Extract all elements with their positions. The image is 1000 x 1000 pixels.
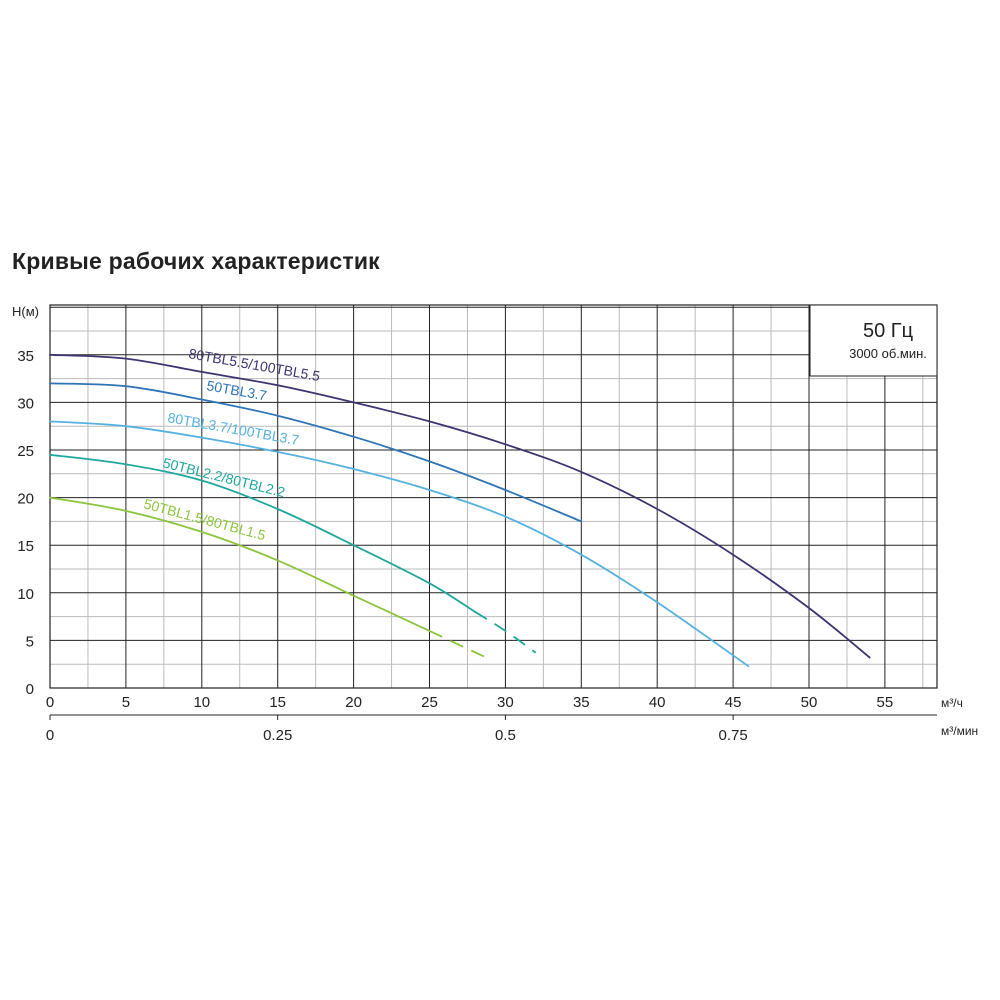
y-tick-label: 20 [17, 491, 34, 508]
secondary-x-tick-labels: 0 0.25 0.5 0.75 [46, 715, 748, 744]
x-tick-label: 45 [725, 694, 742, 711]
x-tick-labels: 0 5 10 15 20 25 30 35 40 45 50 55 [46, 694, 893, 711]
secondary-x-tick-label: 0.25 [263, 727, 292, 744]
major-gridlines [49, 304, 938, 689]
y-tick-label: 5 [26, 633, 34, 650]
x-tick-label: 0 [46, 694, 54, 711]
x-tick-label: 35 [573, 694, 590, 711]
curve-80TBL3.7/100TBL3.7 [49, 420, 750, 667]
y-tick-label: 10 [17, 586, 34, 603]
secondary-x-tick-label: 0.5 [495, 727, 516, 744]
x-tick-label: 10 [193, 694, 210, 711]
y-tick-label: 15 [17, 538, 34, 555]
plot-frame [49, 304, 938, 689]
secondary-x-axis-unit: м³/мин [941, 724, 978, 738]
curve-50TBL2.2/80TBL2.2 [49, 453, 476, 613]
minor-gridlines [50, 305, 937, 688]
frequency-label: 50 Гц [863, 320, 913, 342]
secondary-x-tick-label: 0 [46, 727, 54, 744]
info-box [809, 304, 938, 377]
speed-label: 3000 об.мин. [849, 346, 927, 361]
y-tick-label: 0 [26, 681, 34, 698]
x-axis-unit: м³/ч [941, 696, 963, 710]
x-tick-label: 20 [345, 694, 362, 711]
curves: 80TBL5.5/100TBL5.550TBL3.780TBL3.7/100TB… [49, 345, 871, 667]
curve-50TBL1.5/80TBL1.5 [49, 496, 431, 632]
y-tick-label: 25 [17, 443, 34, 460]
x-tick-label: 55 [877, 694, 894, 711]
curve-dashed-50TBL1.5/80TBL1.5 [429, 630, 491, 661]
y-axis-label: Н(м) [12, 304, 39, 319]
y-tick-label: 30 [17, 395, 34, 412]
curve-50TBL3.7 [49, 382, 583, 523]
curve-dashed-50TBL2.2/80TBL2.2 [474, 611, 537, 654]
x-tick-label: 25 [421, 694, 438, 711]
series-label: 50TBL2.2/80TBL2.2 [161, 454, 287, 500]
series-label: 80TBL3.7/100TBL3.7 [166, 409, 300, 448]
curve-80TBL5.5/100TBL5.5 [49, 353, 871, 659]
secondary-x-tick-label: 0.75 [718, 727, 747, 744]
x-tick-label: 15 [269, 694, 286, 711]
y-tick-labels: 0 5 10 15 20 25 30 35 [17, 348, 34, 698]
chart-title: Кривые рабочих характеристик [12, 248, 380, 274]
x-tick-label: 30 [497, 694, 514, 711]
y-tick-label: 35 [17, 348, 34, 365]
x-tick-label: 40 [649, 694, 666, 711]
x-tick-label: 50 [801, 694, 818, 711]
x-tick-label: 5 [122, 694, 130, 711]
